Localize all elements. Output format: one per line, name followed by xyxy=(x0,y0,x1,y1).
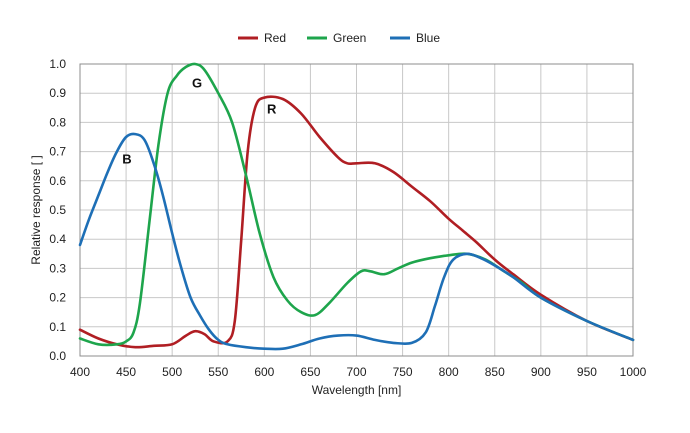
y-axis-label: Relative response [ ] xyxy=(29,155,43,264)
x-tick-label: 500 xyxy=(162,365,182,379)
series-annotations: R G B xyxy=(122,75,277,166)
y-tick-label: 0.3 xyxy=(49,261,66,275)
legend-label-blue: Blue xyxy=(416,31,440,45)
grid xyxy=(79,63,634,357)
x-axis-tick-labels: 400 450 500 550 600 650 700 750 800 850 900 950 1000 xyxy=(70,365,647,379)
y-tick-label: 0.0 xyxy=(49,349,66,363)
x-tick-label: 650 xyxy=(300,365,320,379)
x-tick-label: 700 xyxy=(346,365,366,379)
series-annotation-red: R xyxy=(267,102,277,117)
legend: Red Green Blue xyxy=(238,31,440,45)
y-tick-label: 0.7 xyxy=(49,145,66,159)
y-axis-tick-labels: 0.0 0.1 0.2 0.3 0.4 0.5 0.6 0.7 0.8 0.9 1.0 xyxy=(49,57,66,363)
series-annotation-blue: B xyxy=(122,151,131,166)
y-tick-label: 0.9 xyxy=(49,86,66,100)
plot-area-frame xyxy=(79,63,634,357)
series-annotation-green: G xyxy=(192,75,202,90)
x-tick-label: 400 xyxy=(70,365,90,379)
y-tick-label: 0.5 xyxy=(49,203,66,217)
x-tick-label: 800 xyxy=(439,365,459,379)
series-line-red xyxy=(78,95,635,349)
x-tick-label: 450 xyxy=(116,365,136,379)
y-tick-label: 1.0 xyxy=(49,57,66,71)
x-tick-label: 850 xyxy=(485,365,505,379)
legend-label-green: Green xyxy=(333,31,366,45)
series-layer xyxy=(78,62,635,351)
y-tick-label: 0.8 xyxy=(49,115,66,129)
x-tick-label: 550 xyxy=(208,365,228,379)
x-tick-label: 950 xyxy=(577,365,597,379)
x-tick-label: 1000 xyxy=(620,365,647,379)
y-tick-label: 0.2 xyxy=(49,291,66,305)
series-line-blue xyxy=(78,132,635,351)
x-tick-label: 600 xyxy=(254,365,274,379)
x-tick-label: 900 xyxy=(531,365,551,379)
y-tick-label: 0.4 xyxy=(49,232,66,246)
x-axis-label: Wavelength [nm] xyxy=(312,383,402,397)
y-tick-label: 0.6 xyxy=(49,174,66,188)
legend-label-red: Red xyxy=(264,31,286,45)
y-tick-label: 0.1 xyxy=(49,320,66,334)
x-tick-label: 750 xyxy=(393,365,413,379)
